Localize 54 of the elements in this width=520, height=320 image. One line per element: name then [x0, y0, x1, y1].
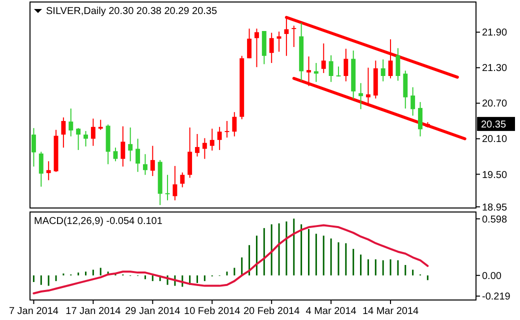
candlestick: [76, 128, 81, 150]
y-tick-label: 21.90: [482, 28, 508, 39]
candlestick: [180, 172, 185, 188]
chart-title: SILVER,Daily 20.30 20.38 20.29 20.35: [46, 6, 218, 17]
x-tick-label: 7 Jan 2014: [8, 306, 59, 317]
candlestick: [321, 42, 326, 74]
candlestick: [128, 126, 133, 162]
candlestick: [31, 128, 36, 168]
y-tick-label: 20.70: [482, 98, 508, 110]
candlestick: [113, 147, 118, 162]
candlestick: [142, 154, 148, 176]
candlestick: [254, 28, 259, 68]
candlestick: [68, 108, 74, 137]
candlestick: [210, 128, 214, 152]
candlestick: [84, 130, 88, 147]
candlestick: [188, 126, 192, 178]
candlestick: [292, 25, 296, 48]
candlestick: [410, 86, 416, 116]
y-tick-label: 19.50: [482, 170, 508, 181]
candlestick: [195, 134, 200, 157]
candlestick: [328, 54, 334, 82]
x-tick-label: 29 Jan 2014: [125, 306, 181, 317]
candlestick: [90, 118, 96, 146]
y-tick-label: 0.598: [482, 214, 508, 226]
y-tick-label: 20.10: [482, 134, 508, 146]
candlestick: [38, 151, 44, 188]
x-tick-label: 4 Mar 2014: [306, 306, 357, 317]
candlestick: [136, 138, 140, 172]
candlestick: [61, 116, 66, 148]
candlestick: [396, 48, 400, 82]
candlestick: [358, 82, 364, 110]
x-tick-label: 10 Feb 2014: [184, 306, 241, 317]
candlestick: [344, 48, 348, 82]
candlestick: [232, 112, 237, 137]
candlestick: [217, 126, 222, 150]
y-tick-label: 0.00: [482, 270, 502, 282]
y-tick-label: -0.219: [482, 292, 511, 303]
candlestick: [418, 102, 422, 137]
chart-title: MACD(12,26,9) -0.054 0.101: [34, 216, 163, 227]
candlestick: [403, 70, 408, 110]
text: 20.35: [481, 119, 506, 130]
candlestick: [172, 165, 178, 201]
y-tick-label: 18.95: [482, 202, 508, 214]
candlestick: [380, 58, 386, 82]
y-tick-label: 21.30: [482, 63, 508, 74]
candlestick: [247, 28, 252, 59]
candlestick: [150, 145, 155, 177]
candlestick: [269, 32, 274, 64]
candlestick: [202, 138, 207, 160]
candlestick: [120, 126, 126, 168]
candlestick: [46, 160, 51, 181]
x-tick-label: 17 Jan 2014: [66, 306, 122, 317]
x-tick-label: 20 Feb 2014: [243, 306, 300, 317]
x-tick-label: 14 Mar 2014: [362, 306, 420, 317]
